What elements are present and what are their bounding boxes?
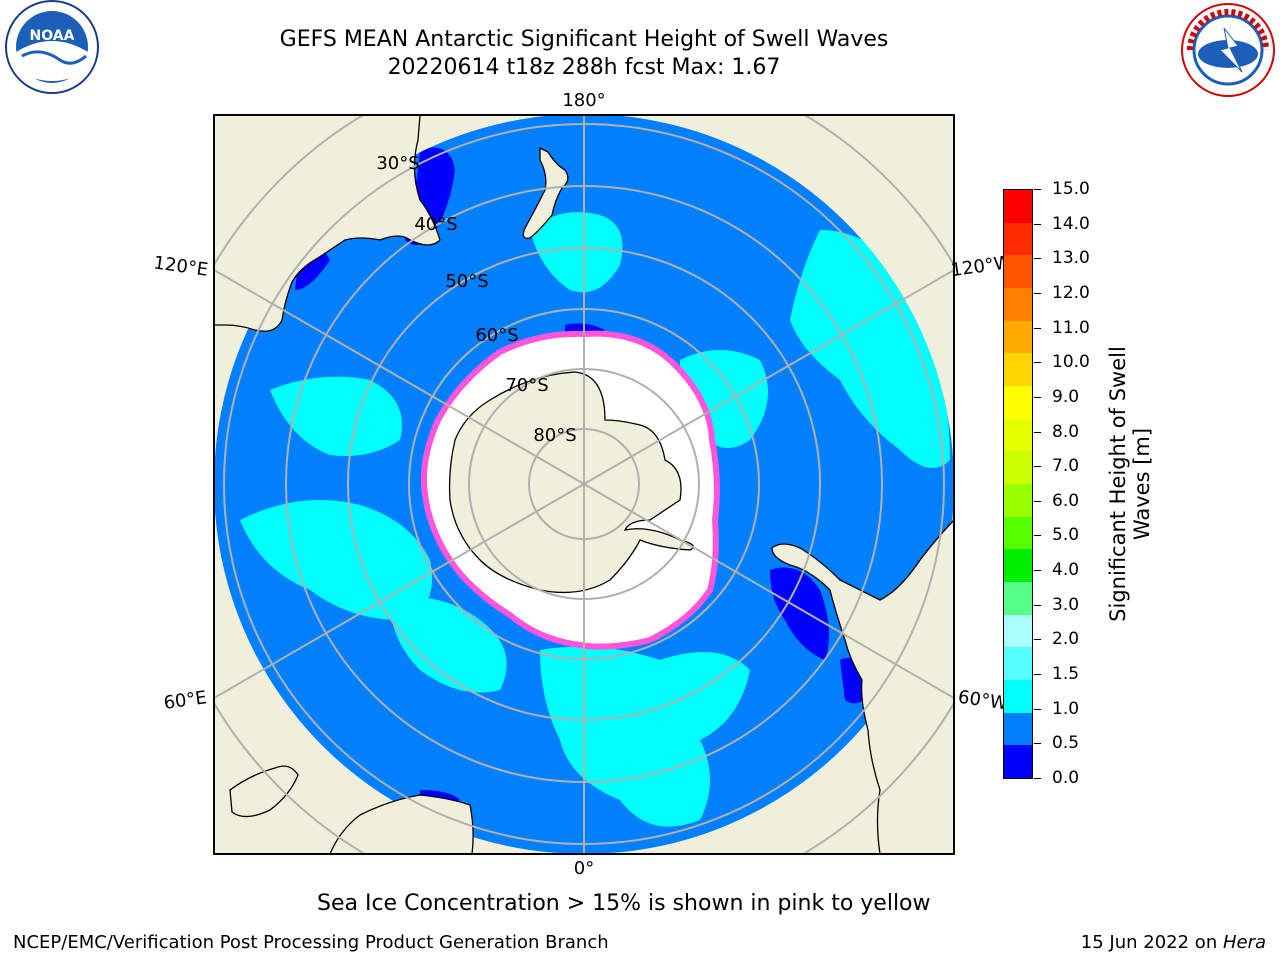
colorbar-tick-label: 0.0 [1052,768,1080,788]
lat-label-30s: 30°S [376,153,419,174]
colorbar-tick-mark [1034,570,1041,571]
colorbar-tick-label: 6.0 [1052,491,1080,511]
svg-text:NOAA: NOAA [30,28,75,44]
colorbar-tick-mark [1034,639,1041,640]
colorbar-segment [1004,451,1032,485]
colorbar-segment [1004,190,1032,223]
nws-logo [1181,3,1275,97]
colorbar-tick-mark [1034,466,1041,467]
colorbar-segment [1004,222,1032,256]
lon-label-180: 180° [562,90,605,111]
chart-subtitle: 20220614 t18z 288h fcst Max: 1.67 [387,55,781,80]
colorbar-tick-mark [1034,778,1041,779]
colorbar-tick-label: 8.0 [1052,422,1080,442]
colorbar-tick-label: 4.0 [1052,560,1080,580]
colorbar-tick-mark [1034,605,1041,606]
lat-label-70s: 70°S [505,375,548,396]
colorbar-tick-label: 12.0 [1052,283,1090,303]
colorbar-tick-mark [1034,224,1041,225]
colorbar-tick-label: 0.5 [1052,733,1080,753]
colorbar-segment [1004,320,1032,354]
graticule [214,115,954,854]
colorbar-segment [1004,386,1032,419]
colorbar-tick-mark [1034,258,1041,259]
colorbar-tick-label: 11.0 [1052,318,1090,338]
lat-label-50s: 50°S [445,271,488,292]
colorbar-segment [1004,582,1032,615]
colorbar-segment [1004,549,1032,583]
colorbar-segment [1004,418,1032,452]
colorbar-tick-label: 2.0 [1052,629,1080,649]
lon-label-120e: 120°E [152,252,209,280]
noaa-logo: NOAA [5,0,99,94]
colorbar-tick-label: 13.0 [1052,248,1090,268]
land-madagascar [229,765,299,818]
colorbar-segment [1004,516,1032,550]
colorbar-title: Significant Height of Swell Waves [m] [1106,284,1154,684]
colorbar-tick-mark [1034,674,1041,675]
sea-ice-note: Sea Ice Concentration > 15% is shown in … [317,891,931,916]
footer-credit: NCEP/EMC/Verification Post Processing Pr… [13,932,609,953]
colorbar-segment [1004,745,1032,779]
colorbar [1003,189,1033,779]
footer-date-text: 15 Jun 2022 on [1080,932,1223,953]
colorbar-segment [1004,680,1032,713]
colorbar-tick-label: 9.0 [1052,387,1080,407]
lat-label-40s: 40°S [414,214,457,235]
colorbar-segment [1004,255,1032,289]
colorbar-title-line2: Waves [m] [1130,427,1154,541]
land-south-america [771,519,954,854]
colorbar-tick-label: 14.0 [1052,214,1090,234]
colorbar-tick-mark [1034,535,1041,536]
colorbar-tick-mark [1034,362,1041,363]
land-antarctica [448,371,694,594]
footer-host: Hera [1222,932,1266,953]
colorbar-tick-mark [1034,743,1041,744]
footer-date: 15 Jun 2022 on Hera [1081,932,1266,953]
land-australia [214,115,441,332]
colorbar-tick-label: 10.0 [1052,352,1090,372]
colorbar-tick-mark [1034,293,1041,294]
colorbar-segment [1004,647,1032,681]
colorbar-segment [1004,353,1032,387]
colorbar-tick-mark [1034,501,1041,502]
lon-label-0: 0° [574,858,594,879]
colorbar-segment [1004,288,1032,321]
land-new-zealand [522,146,569,239]
colorbar-tick-label: 5.0 [1052,525,1080,545]
colorbar-segment [1004,614,1032,648]
colorbar-tick-mark [1034,432,1041,433]
colorbar-tick-label: 3.0 [1052,595,1080,615]
colorbar-tick-label: 15.0 [1052,179,1090,199]
chart-title: GEFS MEAN Antarctic Significant Height o… [279,27,889,52]
colorbar-tick-label: 1.0 [1052,699,1080,719]
lat-label-60s: 60°S [475,325,518,346]
colorbar-segment [1004,712,1032,746]
colorbar-title-line1: Significant Height of Swell [1106,346,1130,622]
lon-label-60e: 60°E [162,687,208,714]
colorbar-tick-label: 1.5 [1052,664,1080,684]
colorbar-segment [1004,484,1032,517]
colorbar-tick-mark [1034,709,1041,710]
lat-label-80s: 80°S [533,425,576,446]
colorbar-tick-mark [1034,189,1041,190]
lon-label-60w: 60°W [957,687,1009,715]
land-africa [329,794,474,854]
colorbar-tick-label: 7.0 [1052,456,1080,476]
map-frame [213,114,955,855]
colorbar-tick-mark [1034,397,1041,398]
colorbar-tick-mark [1034,328,1041,329]
